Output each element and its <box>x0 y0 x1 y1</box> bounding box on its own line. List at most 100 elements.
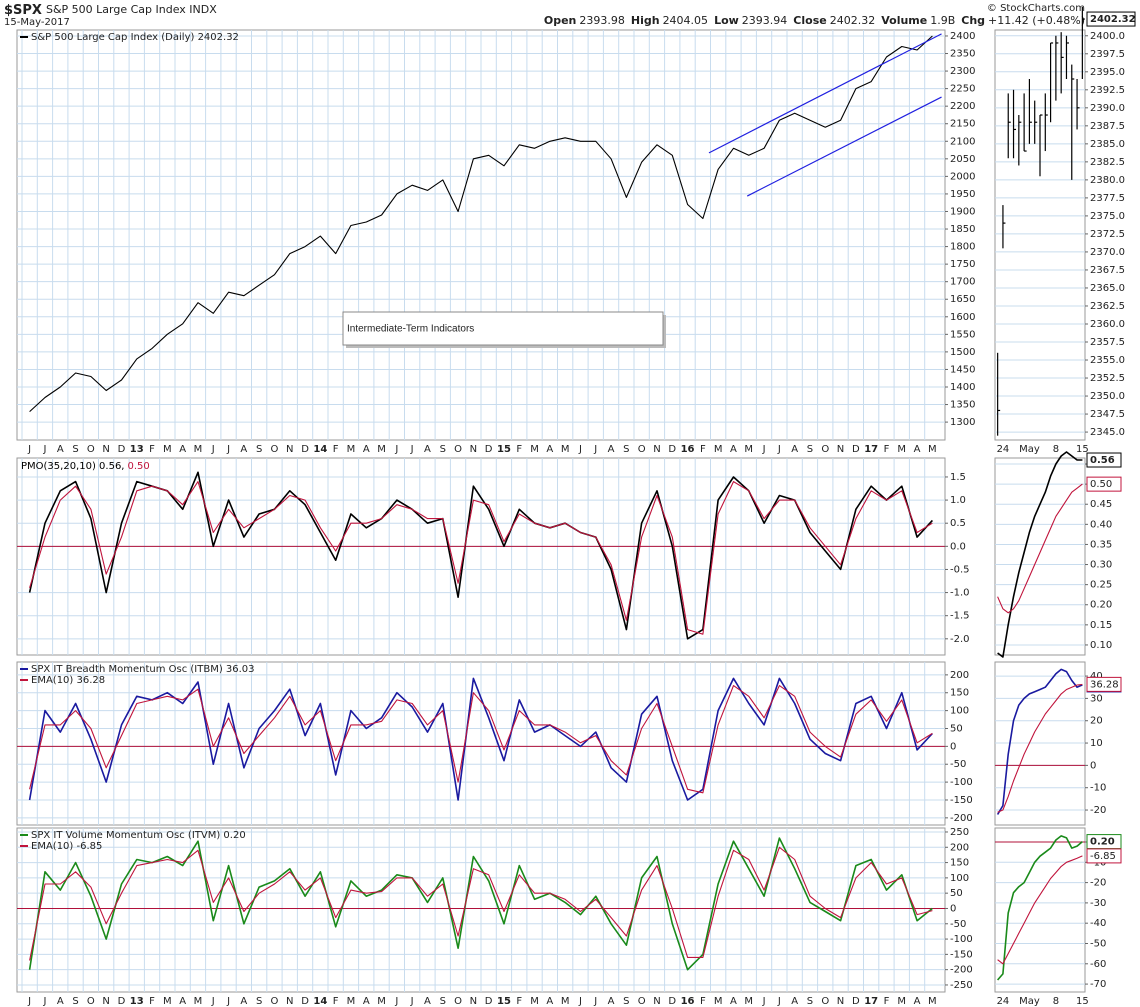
y-tick-label: 2365.0 <box>1090 283 1125 294</box>
y-tick-label: 1900 <box>950 206 975 217</box>
x-tick-label: F <box>884 444 890 455</box>
x-tick-label: M <box>377 444 386 455</box>
series-line <box>29 35 933 413</box>
value-box-label: 36.28 <box>1090 679 1119 690</box>
x-tick-label: N <box>837 996 844 1007</box>
y-tick-label: -250 <box>950 980 973 991</box>
x-tick-label: J <box>226 996 230 1007</box>
series-line <box>997 483 1083 614</box>
y-tick-label: -0.5 <box>950 564 970 575</box>
x-tick-label: D <box>485 996 493 1007</box>
x-tick-label: 16 <box>681 444 695 455</box>
y-tick-label: 2382.5 <box>1090 157 1125 168</box>
x-tick-label: M <box>163 444 172 455</box>
value-box-label: 0.20 <box>1090 837 1115 848</box>
x-tick-label: M <box>561 444 570 455</box>
x-tick-label: J <box>211 444 215 455</box>
y-tick-label: 1750 <box>950 259 975 270</box>
series-line <box>28 471 933 640</box>
x-tick-label: O <box>638 996 646 1007</box>
y-tick-label: 0.25 <box>1090 580 1112 591</box>
y-tick-label: 10 <box>1090 738 1103 749</box>
series-line <box>997 855 1083 965</box>
x-tick-label: N <box>102 996 109 1007</box>
x-tick-label: A <box>791 996 798 1007</box>
x-tick-label: 17 <box>864 996 878 1007</box>
y-tick-label: 2375.0 <box>1090 211 1125 222</box>
x-tick-label: J <box>762 996 766 1007</box>
y-tick-label: 2390.0 <box>1090 103 1125 114</box>
value-box-label: -6.85 <box>1090 851 1116 862</box>
y-tick-label: 2367.5 <box>1090 265 1125 276</box>
x-tick-label: D <box>852 996 860 1007</box>
y-tick-label: -10 <box>1090 783 1106 794</box>
x-tick-label: N <box>286 444 293 455</box>
x-tick-label: F <box>516 996 522 1007</box>
y-tick-label: 1400 <box>950 382 975 393</box>
y-tick-label: 2355.0 <box>1090 355 1125 366</box>
x-tick-label: D <box>301 444 309 455</box>
x-tick-label: M <box>744 996 753 1007</box>
x-tick-label: N <box>653 444 660 455</box>
y-tick-label: 0 <box>950 903 956 914</box>
y-tick-label: 0.15 <box>1090 620 1112 631</box>
quote-label: Chg <box>961 14 985 27</box>
x-tick-label: F <box>333 444 339 455</box>
y-tick-label: 40 <box>1090 671 1103 682</box>
x-tick-label: J <box>27 444 31 455</box>
y-tick-label: 2345.0 <box>1090 427 1125 438</box>
x-tick-label: M <box>897 996 906 1007</box>
panel-frame <box>994 457 1086 656</box>
x-tick-label: N <box>837 444 844 455</box>
y-tick-label: 0.10 <box>1090 640 1112 651</box>
x-tick-label: F <box>516 444 522 455</box>
x-tick-label: J <box>211 996 215 1007</box>
quote-value: 2404.05 <box>663 14 709 27</box>
x-tick-label: J <box>394 444 398 455</box>
x-tick-label: A <box>730 996 737 1007</box>
x-tick-label: 14 <box>313 444 327 455</box>
x-tick-label: A <box>363 996 370 1007</box>
series-line <box>28 677 933 801</box>
x-tick-label: S <box>440 444 446 455</box>
annotation-box <box>342 311 664 346</box>
x-tick-label: N <box>653 996 660 1007</box>
x-tick-label: A <box>424 444 431 455</box>
value-box <box>1086 11 1136 27</box>
symbol: $SPX <box>4 3 42 18</box>
instrument-name: S&P 500 Large Cap Index INDX <box>46 3 217 16</box>
y-tick-label: 2395.0 <box>1090 67 1125 78</box>
x-tick-label: A <box>179 996 186 1007</box>
value-box <box>1086 452 1122 468</box>
y-tick-label: 2000 <box>950 171 975 182</box>
value-box <box>1086 848 1122 864</box>
y-tick-label: 1450 <box>950 364 975 375</box>
x-tick-label: D <box>668 996 676 1007</box>
y-tick-label: 2400.0 <box>1090 31 1125 42</box>
y-tick-label: 1.0 <box>950 495 966 506</box>
x-tick-label: 14 <box>313 996 327 1007</box>
quote-label: High <box>631 14 660 27</box>
quote-value: 2402.32 <box>830 14 876 27</box>
value-box-label: 2402.32 <box>1090 14 1136 25</box>
x-tick-label: A <box>608 444 615 455</box>
x-tick-label: M <box>744 444 753 455</box>
x-tick-label: F <box>700 996 706 1007</box>
y-tick-label: 2050 <box>950 154 975 165</box>
y-tick-label: -2.0 <box>950 634 970 645</box>
x-tick-label: S <box>807 444 813 455</box>
y-tick-label: -50 <box>950 919 966 930</box>
x-tick-label: M <box>714 444 723 455</box>
x-tick-label: A <box>791 444 798 455</box>
x-tick-label: M <box>561 996 570 1007</box>
y-tick-label: 20 <box>1090 716 1103 727</box>
y-tick-label: -20 <box>1090 805 1106 816</box>
y-tick-label: 1800 <box>950 242 975 253</box>
series-line <box>28 837 933 971</box>
quote-label: Close <box>793 14 826 27</box>
x-tick-label: M <box>928 996 937 1007</box>
x-tick-label: J <box>226 444 230 455</box>
x-tick-label: May <box>1019 996 1040 1007</box>
y-tick-label: 2350.0 <box>1090 391 1125 402</box>
